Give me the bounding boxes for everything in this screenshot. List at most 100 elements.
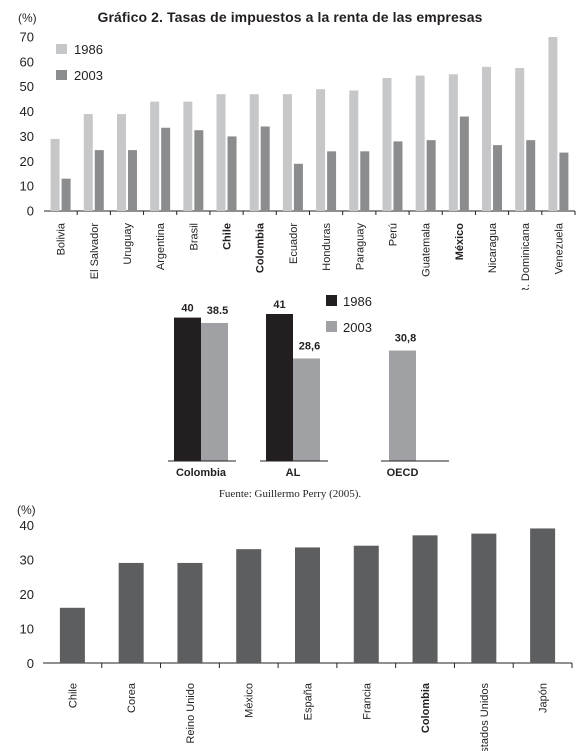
page-title: Gráfico 2. Tasas de impuestos a la renta…: [97, 9, 483, 25]
bar-1986: [174, 317, 201, 461]
bar: [118, 562, 144, 663]
y-tick-label: 20: [20, 587, 34, 602]
bar-2003: [194, 130, 204, 211]
bar-1986: [448, 74, 458, 212]
y-tick-label: 0: [27, 204, 34, 219]
x-tick-label: Corea: [126, 682, 138, 713]
category-label: Colombia: [176, 467, 227, 479]
bar-2003: [426, 140, 436, 211]
chart-1-latam-tax-rates: (%) 0 10 20 30 40 50 60 70 Bolivia El Salvador Urug…: [18, 11, 576, 290]
bar-2003: [161, 127, 171, 211]
y-tick-label: 30: [20, 129, 34, 144]
x-tick-label: Brasil: [188, 223, 200, 251]
x-tick-label: R. Dominicana: [520, 222, 532, 290]
bar-2003: [94, 150, 104, 211]
x-tick-label: Argentina: [155, 222, 167, 270]
y-tick-label: 50: [20, 79, 34, 94]
bar-1986: [349, 90, 359, 211]
legend-label: 2003: [74, 68, 103, 83]
legend-label: 2003: [343, 320, 372, 335]
x-tick-label: Venezuela: [553, 222, 565, 274]
legend-label: 1986: [74, 42, 103, 57]
bar-2003: [393, 141, 403, 211]
bar: [412, 535, 438, 663]
y-tick-label: 70: [20, 30, 34, 45]
bar-2003: [526, 140, 536, 211]
bar-2003: [559, 152, 569, 211]
category-label: OECD: [387, 467, 419, 479]
legend-label: 1986: [343, 294, 372, 309]
bar-2003: [61, 178, 71, 211]
x-tick-label: Ecuador: [288, 223, 300, 264]
bar-2003: [293, 358, 320, 461]
x-tick-label: Chile: [67, 683, 79, 708]
bar-1986: [266, 314, 293, 461]
x-tick-label: El Salvador: [89, 223, 101, 280]
x-tick-label: Colombia: [420, 682, 432, 733]
x-tick-label: Bolivia: [56, 222, 68, 255]
x-tick-label: México: [454, 223, 466, 261]
bar-1986: [150, 101, 160, 211]
x-tick-label: México: [244, 683, 256, 718]
legend-swatch: [56, 70, 67, 80]
x-tick-label: España: [303, 682, 315, 720]
bar: [295, 547, 320, 663]
bar-2003: [459, 116, 469, 211]
bar-2003: [293, 163, 303, 211]
bar: [353, 545, 379, 663]
y-tick-label: 40: [20, 518, 34, 533]
category-label: AL: [286, 467, 301, 479]
bar-2003: [127, 150, 137, 211]
bar-1986: [183, 101, 193, 211]
y-tick-label: 20: [20, 154, 34, 169]
y-tick-label: 10: [20, 622, 34, 637]
bar: [530, 528, 556, 663]
bar-1986: [415, 75, 425, 212]
bar-1986: [382, 78, 392, 211]
chart-2-regional-comparison: 40 38.5 Colombia 41 28,6 AL 30,8 OECD 1986 2003: [168, 294, 449, 479]
bar-2003: [227, 136, 237, 211]
bar-1986: [482, 66, 492, 211]
bar-2003: [360, 151, 370, 211]
x-tick-label: Chile: [222, 223, 234, 250]
bar: [177, 562, 203, 663]
x-tick-label: Colombia: [255, 222, 267, 273]
y-tick-label: 10: [20, 179, 34, 194]
y-axis-label: (%): [18, 11, 37, 25]
x-tick-label: Estados Unidos: [479, 683, 491, 751]
legend-swatch: [326, 295, 337, 306]
bar-1986: [50, 138, 60, 211]
bar-2003: [493, 145, 503, 211]
bar-1986: [515, 68, 525, 211]
bar-2003: [201, 322, 228, 461]
bar-1986: [83, 114, 93, 211]
data-label: 28,6: [299, 340, 320, 352]
bar-1986: [216, 94, 226, 211]
y-axis-label: (%): [17, 503, 36, 517]
bar-1986: [548, 37, 558, 211]
bar-1986: [282, 94, 292, 211]
x-tick-label: Francia: [361, 682, 373, 720]
y-tick-label: 30: [20, 553, 34, 568]
y-tick-label: 40: [20, 104, 34, 119]
data-label: 38.5: [207, 305, 228, 317]
source-note: Fuente: Guillermo Perry (2005).: [218, 488, 362, 500]
x-tick-label: Uruguay: [122, 223, 134, 265]
bar-1986: [316, 89, 326, 211]
x-tick-label: Reino Unido: [185, 683, 197, 744]
x-tick-label: Honduras: [321, 223, 333, 271]
legend-swatch: [56, 44, 67, 54]
x-tick-label: Guatemala: [421, 222, 433, 277]
bar-2003: [260, 126, 270, 211]
bar-2003: [327, 151, 337, 211]
x-tick-label: Perú: [387, 223, 399, 246]
bar: [236, 549, 262, 663]
data-label: 40: [181, 303, 193, 315]
bar-2003: [389, 350, 416, 461]
y-tick-label: 0: [27, 656, 34, 671]
data-label: 41: [273, 299, 285, 311]
bar: [471, 533, 497, 663]
data-label: 30,8: [395, 333, 416, 345]
x-tick-label: Nicaragua: [487, 222, 499, 273]
